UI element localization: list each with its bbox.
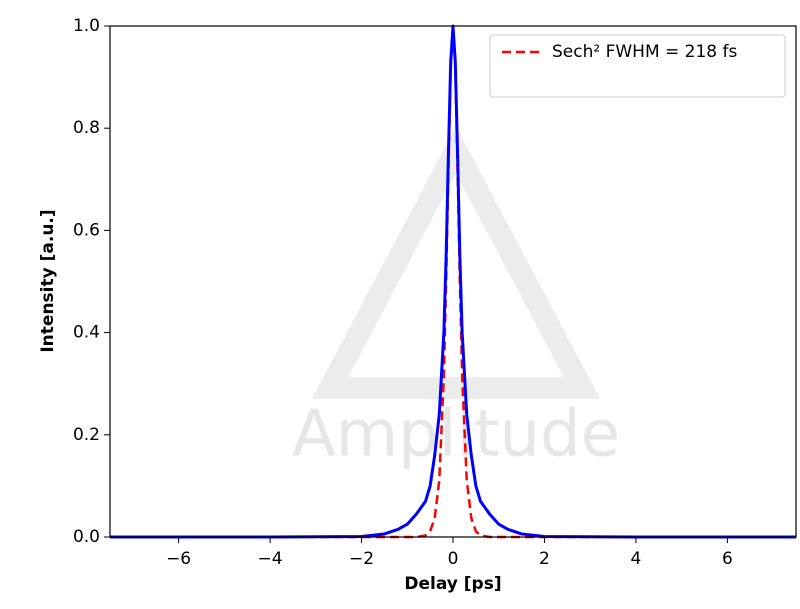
x-tick-label: 0 [448,549,459,569]
x-tick-label: −6 [166,549,191,569]
y-tick-label: 0.4 [73,323,100,343]
watermark: Amplitude [292,398,620,472]
x-tick-label: 2 [539,549,550,569]
y-tick-label: 0.8 [73,118,100,138]
x-tick-label: 6 [722,549,733,569]
x-tick-label: −2 [349,549,374,569]
y-tick-label: 1.0 [73,16,100,36]
legend-box [489,34,786,98]
y-tick-label: 0.6 [73,220,100,240]
watermark-logo [311,126,601,399]
x-tick-label: −4 [258,549,283,569]
y-tick-label: 0.0 [73,527,100,547]
x-tick-label: 4 [631,549,642,569]
y-tick-label: 0.2 [73,425,100,445]
legend-label: Sech² FWHM = 218 fs [552,42,738,62]
y-axis-label: Intensity [a.u.] [38,209,58,352]
plot-frame [109,25,797,538]
x-axis-label: Delay [ps] [404,574,501,594]
